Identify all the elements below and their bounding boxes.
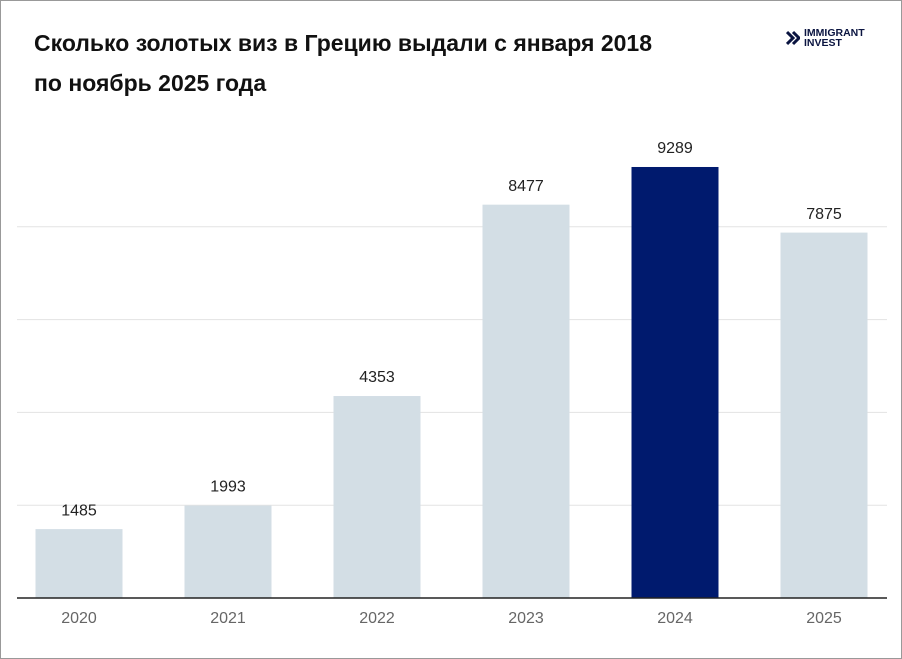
x-tick-label: 2024 [657, 610, 693, 627]
value-label: 1485 [61, 502, 97, 519]
value-label: 4353 [359, 369, 395, 386]
logo: IMMIGRANT INVEST [786, 28, 894, 48]
value-label: 7875 [806, 206, 842, 223]
bar [333, 396, 421, 598]
x-tick-label: 2022 [359, 610, 395, 627]
bar [35, 529, 123, 598]
x-tick-label: 2023 [508, 610, 544, 627]
bar [184, 505, 272, 598]
bar [631, 166, 719, 598]
x-tick-label: 2025 [806, 610, 842, 627]
x-tick-label: 2021 [210, 610, 246, 627]
value-label: 8477 [508, 178, 544, 195]
value-label: 9289 [657, 140, 693, 157]
value-label: 1993 [210, 479, 246, 496]
chart-title: Сколько золотых виз в Грецию выдали с ян… [34, 30, 653, 96]
logo-icon [786, 30, 800, 46]
x-tick-label: 2020 [61, 610, 97, 627]
logo-text: IMMIGRANT INVEST [804, 27, 865, 49]
bar [780, 232, 868, 598]
bar [482, 204, 570, 598]
